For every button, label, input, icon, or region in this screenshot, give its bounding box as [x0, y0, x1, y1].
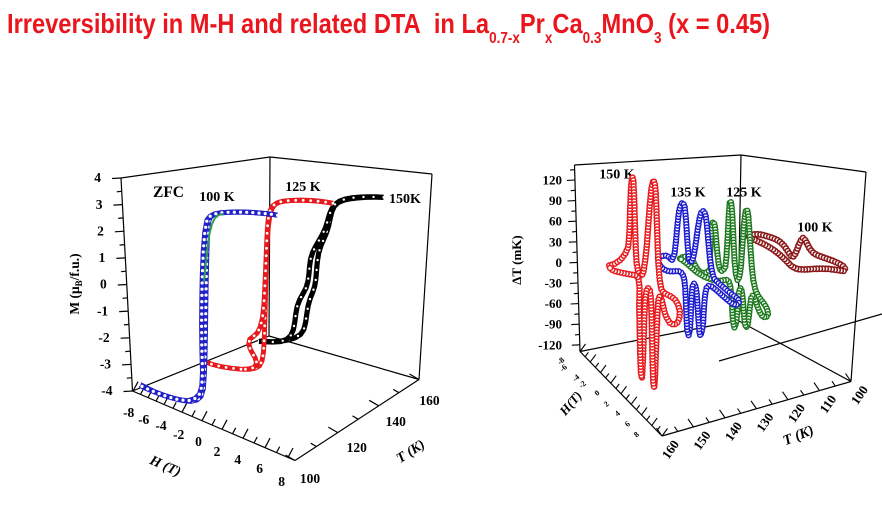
svg-text:120: 120 — [543, 173, 563, 188]
svg-text:110: 110 — [816, 392, 839, 416]
svg-text:100: 100 — [300, 471, 321, 486]
svg-text:3: 3 — [96, 197, 103, 212]
svg-text:2: 2 — [214, 444, 221, 459]
svg-text:150 K: 150 K — [599, 168, 635, 183]
svg-text:4: 4 — [94, 170, 101, 185]
svg-text:2: 2 — [97, 223, 104, 238]
svg-text:120: 120 — [347, 440, 368, 455]
svg-text:ZFC: ZFC — [153, 184, 184, 201]
svg-text:60: 60 — [549, 214, 562, 229]
svg-text:-4: -4 — [155, 418, 166, 433]
svg-text:160: 160 — [659, 437, 682, 462]
svg-text:135 K: 135 K — [670, 186, 706, 201]
svg-text:-8: -8 — [123, 405, 134, 420]
svg-text:T (K): T (K) — [394, 437, 428, 466]
svg-text:90: 90 — [549, 193, 562, 208]
svg-text:-3: -3 — [100, 357, 111, 372]
svg-text:160: 160 — [419, 393, 440, 408]
svg-text:-1: -1 — [97, 303, 108, 318]
svg-text:-4: -4 — [570, 372, 581, 383]
svg-text:-4: -4 — [101, 383, 112, 398]
svg-text:-6: -6 — [138, 412, 149, 427]
svg-text:2: 2 — [602, 399, 611, 408]
svg-text:150K: 150K — [389, 192, 421, 207]
svg-text:0: 0 — [593, 388, 602, 397]
svg-text:8: 8 — [632, 430, 641, 439]
svg-text:6: 6 — [623, 419, 632, 428]
svg-text:140: 140 — [722, 419, 745, 444]
svg-text:100 K: 100 K — [797, 221, 833, 236]
svg-text:-8: -8 — [555, 355, 566, 366]
svg-text:-120: -120 — [538, 337, 562, 352]
svg-text:0: 0 — [100, 277, 107, 292]
svg-text:ΔT (mK): ΔT (mK) — [509, 235, 524, 284]
svg-text:-30: -30 — [545, 276, 562, 291]
svg-text:-90: -90 — [545, 317, 562, 332]
svg-text:1: 1 — [99, 250, 106, 265]
svg-text:6: 6 — [256, 461, 263, 476]
svg-text:4: 4 — [613, 409, 622, 418]
svg-text:125 K: 125 K — [726, 186, 762, 201]
svg-text:-6: -6 — [558, 362, 569, 373]
svg-text:100: 100 — [848, 383, 871, 408]
svg-text:M (μB/f.u.): M (μB/f.u.) — [67, 253, 84, 314]
svg-text:150: 150 — [690, 428, 713, 453]
svg-text:H (T): H (T) — [146, 453, 182, 480]
svg-text:0: 0 — [556, 255, 563, 270]
svg-text:-2: -2 — [577, 379, 588, 390]
svg-text:-2: -2 — [173, 427, 184, 442]
svg-text:-2: -2 — [98, 330, 109, 345]
svg-text:8: 8 — [278, 474, 285, 489]
svg-text:0: 0 — [195, 434, 202, 449]
svg-text:30: 30 — [549, 234, 562, 249]
svg-text:130: 130 — [753, 410, 776, 435]
svg-text:H(T): H(T) — [556, 388, 585, 419]
svg-text:4: 4 — [234, 452, 241, 467]
svg-text:140: 140 — [386, 414, 407, 429]
svg-text:T (K): T (K) — [781, 422, 816, 449]
svg-text:125 K: 125 K — [285, 180, 321, 195]
svg-text:100 K: 100 K — [199, 190, 235, 205]
svg-text:-60: -60 — [545, 296, 562, 311]
svg-text:120: 120 — [785, 401, 808, 426]
